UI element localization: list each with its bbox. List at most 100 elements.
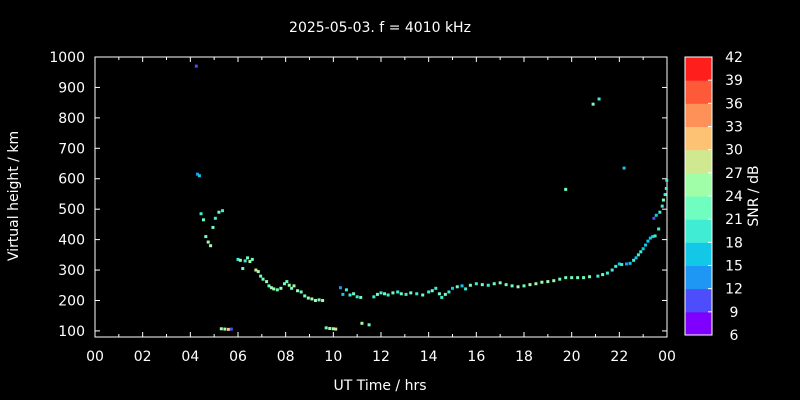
y-tick-label: 500 — [58, 202, 85, 218]
data-point — [290, 286, 294, 290]
y-tick-label: 700 — [58, 141, 85, 157]
data-point — [651, 235, 655, 239]
colorbar-tick-label: 42 — [725, 50, 743, 66]
data-point — [372, 295, 376, 299]
colorbar-tick-label: 27 — [725, 166, 743, 182]
data-point — [504, 283, 508, 287]
data-point — [331, 327, 335, 331]
data-point — [287, 283, 291, 287]
data-point — [620, 263, 624, 267]
data-point — [310, 297, 314, 301]
data-point — [348, 293, 352, 297]
data-point — [582, 276, 586, 280]
y-axis: 100 200 300 400 500 600 700 800 900 1000 — [49, 50, 667, 340]
y-tick-label: 800 — [58, 111, 85, 127]
y-tick-label: 400 — [58, 233, 85, 249]
data-point — [359, 295, 363, 299]
colorbar-tick-label: 21 — [725, 212, 743, 228]
data-point — [558, 277, 562, 281]
x-tick-label: 08 — [277, 349, 295, 365]
x-tick-label: 06 — [229, 349, 247, 365]
data-point — [610, 268, 614, 272]
x-tick-label: 12 — [372, 349, 390, 365]
x-tick-label: 10 — [324, 349, 342, 365]
data-point — [282, 282, 286, 286]
data-point — [292, 284, 296, 288]
data-point — [317, 298, 321, 302]
data-point — [206, 240, 210, 244]
data-point — [614, 264, 618, 268]
plot-border — [94, 56, 668, 338]
colorbar-tick-label: 24 — [725, 189, 743, 205]
data-point — [440, 295, 444, 299]
data-point — [396, 290, 400, 294]
data-point — [516, 285, 520, 289]
data-point — [306, 296, 310, 300]
data-point — [597, 97, 601, 101]
data-point — [324, 326, 328, 330]
data-point — [636, 253, 640, 257]
data-point — [296, 289, 300, 293]
data-point — [213, 216, 217, 220]
data-point — [195, 172, 199, 176]
data-point — [379, 291, 383, 295]
data-point — [404, 292, 408, 296]
colorbar-label: SNR / dB — [746, 165, 762, 226]
colorbar-tick-label: 15 — [725, 259, 743, 275]
x-tick-label: 16 — [467, 349, 485, 365]
data-point — [654, 213, 658, 217]
colorbar-band — [685, 288, 712, 313]
x-tick-label: 20 — [563, 349, 581, 365]
data-point — [447, 290, 451, 294]
colorbar-tick-label: 33 — [725, 120, 743, 136]
data-point — [652, 216, 656, 220]
data-point — [238, 258, 242, 262]
data-point — [641, 247, 645, 251]
data-point — [209, 244, 213, 248]
data-point — [546, 280, 550, 284]
data-point — [660, 204, 664, 208]
x-tick-label: 14 — [420, 349, 438, 365]
data-point — [399, 292, 403, 296]
colorbar-band — [685, 265, 712, 290]
data-point — [383, 292, 387, 296]
data-point — [648, 236, 652, 240]
data-point — [646, 239, 650, 243]
data-point — [468, 283, 472, 287]
data-point — [601, 273, 605, 277]
data-point — [492, 282, 496, 286]
data-point — [498, 281, 502, 285]
data-point — [415, 292, 419, 296]
data-point — [591, 102, 595, 106]
y-tick-label: 900 — [58, 80, 85, 96]
data-point — [460, 284, 464, 288]
plot-area — [94, 56, 668, 338]
x-tick-label: 00 — [658, 349, 676, 365]
colorbar-tick-label: 12 — [725, 282, 743, 298]
data-point — [596, 274, 600, 278]
data-point — [564, 276, 568, 280]
chart-title: 2025-05-03. f = 4010 kHz — [289, 20, 471, 36]
data-point — [434, 286, 438, 290]
data-point — [644, 243, 648, 247]
colorbar-tick-label: 9 — [730, 305, 739, 321]
data-point — [617, 262, 621, 266]
y-axis-label: Virtual height / km — [6, 131, 22, 261]
colorbar-tick-label: 39 — [725, 73, 743, 89]
data-point — [248, 260, 252, 264]
data-point — [386, 293, 390, 297]
data-point — [474, 282, 478, 286]
data-point — [236, 257, 240, 261]
data-point — [334, 327, 338, 331]
x-axis-label: UT Time / hrs — [333, 378, 426, 394]
data-point — [341, 292, 345, 296]
colorbar-band — [685, 196, 712, 220]
data-point — [552, 279, 556, 283]
x-tick-label: 02 — [134, 349, 152, 365]
data-point — [427, 290, 431, 294]
colorbar-ticks: 6 9 12 15 18 21 24 27 30 33 36 39 42 — [708, 50, 743, 344]
data-point — [241, 267, 245, 271]
data-point — [486, 283, 490, 287]
data-point — [328, 326, 332, 330]
